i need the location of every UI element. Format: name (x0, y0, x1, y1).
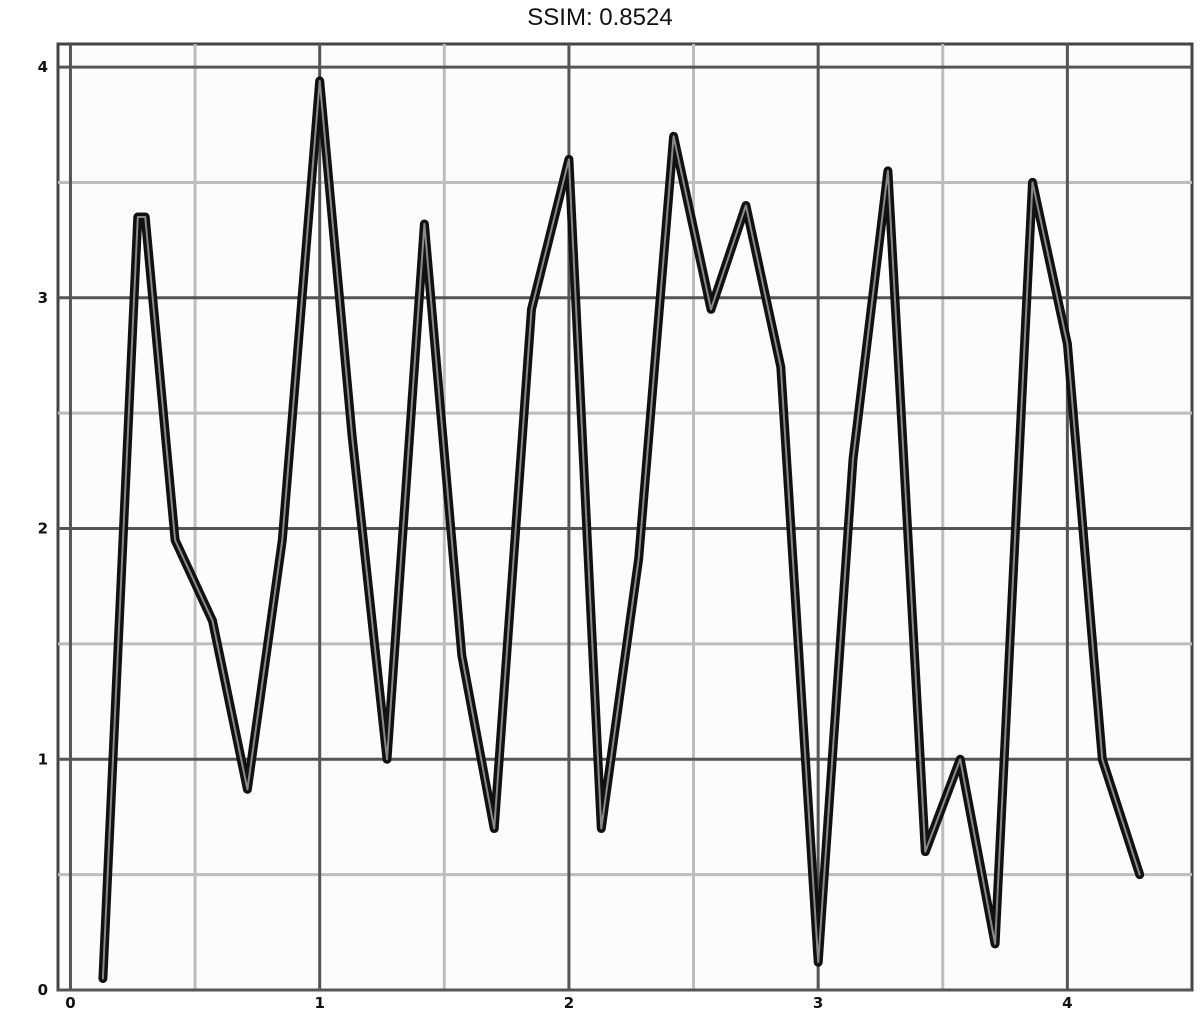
y-tick-label: 4 (38, 58, 48, 76)
y-tick-label: 1 (38, 750, 48, 768)
chart-title: SSIM: 0.8524 (527, 4, 673, 31)
series-line-highlight (101, 79, 1141, 980)
grid (58, 44, 1192, 992)
series-line (98, 76, 1145, 983)
plot-area (56, 42, 1194, 992)
x-tick-label: 0 (65, 994, 75, 1012)
y-tick-label: 3 (38, 289, 48, 307)
x-tick-label: 1 (314, 994, 324, 1012)
x-tick-label: 4 (1062, 994, 1072, 1012)
y-tick-label: 2 (38, 520, 48, 538)
y-tick-label: 0 (38, 981, 48, 999)
tick-labels: 0 1 2 3 4 0 1 2 3 4 (38, 58, 1073, 1012)
x-tick-label: 2 (564, 994, 574, 1012)
x-tick-label: 3 (813, 994, 823, 1012)
